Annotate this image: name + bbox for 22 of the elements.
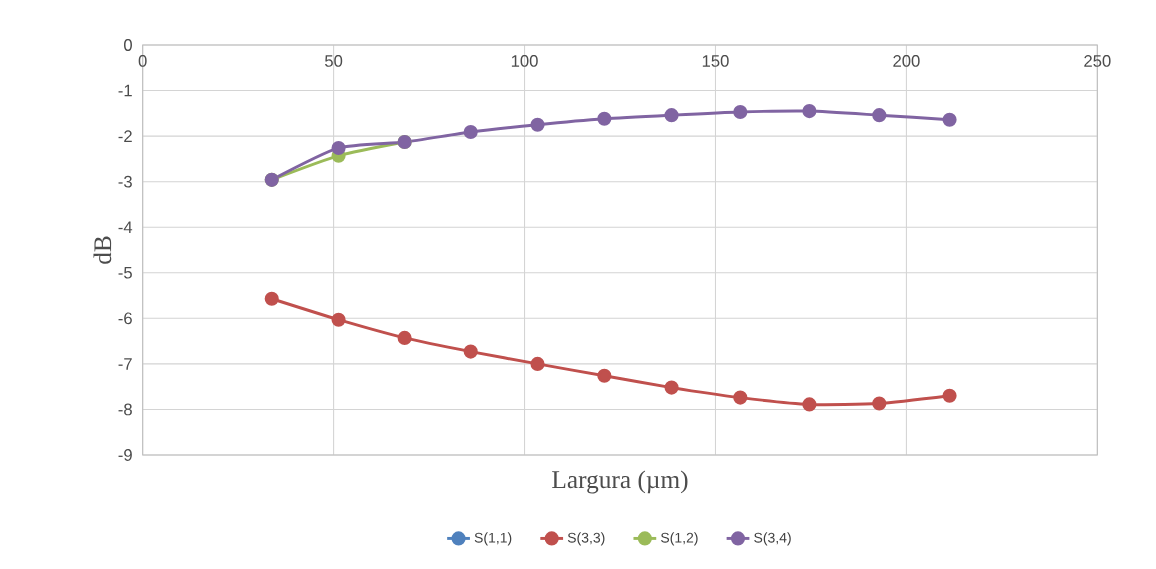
x-tick-label: 100 bbox=[511, 55, 538, 67]
x-tick-label: 50 bbox=[325, 55, 343, 67]
y-tick-label: -7 bbox=[118, 358, 132, 370]
y-tick-label: -9 bbox=[118, 449, 132, 461]
legend-label: S(3,3) bbox=[567, 532, 605, 546]
x-tick-label: 0 bbox=[138, 55, 147, 67]
y-tick-label: -1 bbox=[118, 84, 132, 97]
y-tick-label: -6 bbox=[118, 312, 132, 325]
x-tick-label: 200 bbox=[893, 55, 920, 67]
y-tick-label: -8 bbox=[118, 403, 132, 416]
y-tick-label: -2 bbox=[118, 130, 132, 142]
x-tick-label: 250 bbox=[1084, 55, 1111, 67]
legend-label: S(1,2) bbox=[660, 532, 698, 546]
y-tick-label: -4 bbox=[118, 221, 133, 233]
legend-label: S(1,1) bbox=[474, 532, 512, 546]
y-axis-title: dB bbox=[93, 236, 112, 264]
y-tick-label: -3 bbox=[118, 175, 132, 188]
y-tick-label: -5 bbox=[118, 266, 132, 279]
legend-label: S(3,4) bbox=[754, 532, 791, 546]
y-tick-label: 0 bbox=[124, 39, 132, 51]
x-tick-label: 150 bbox=[702, 55, 729, 67]
x-axis-title: Largura (µm) bbox=[552, 470, 688, 494]
